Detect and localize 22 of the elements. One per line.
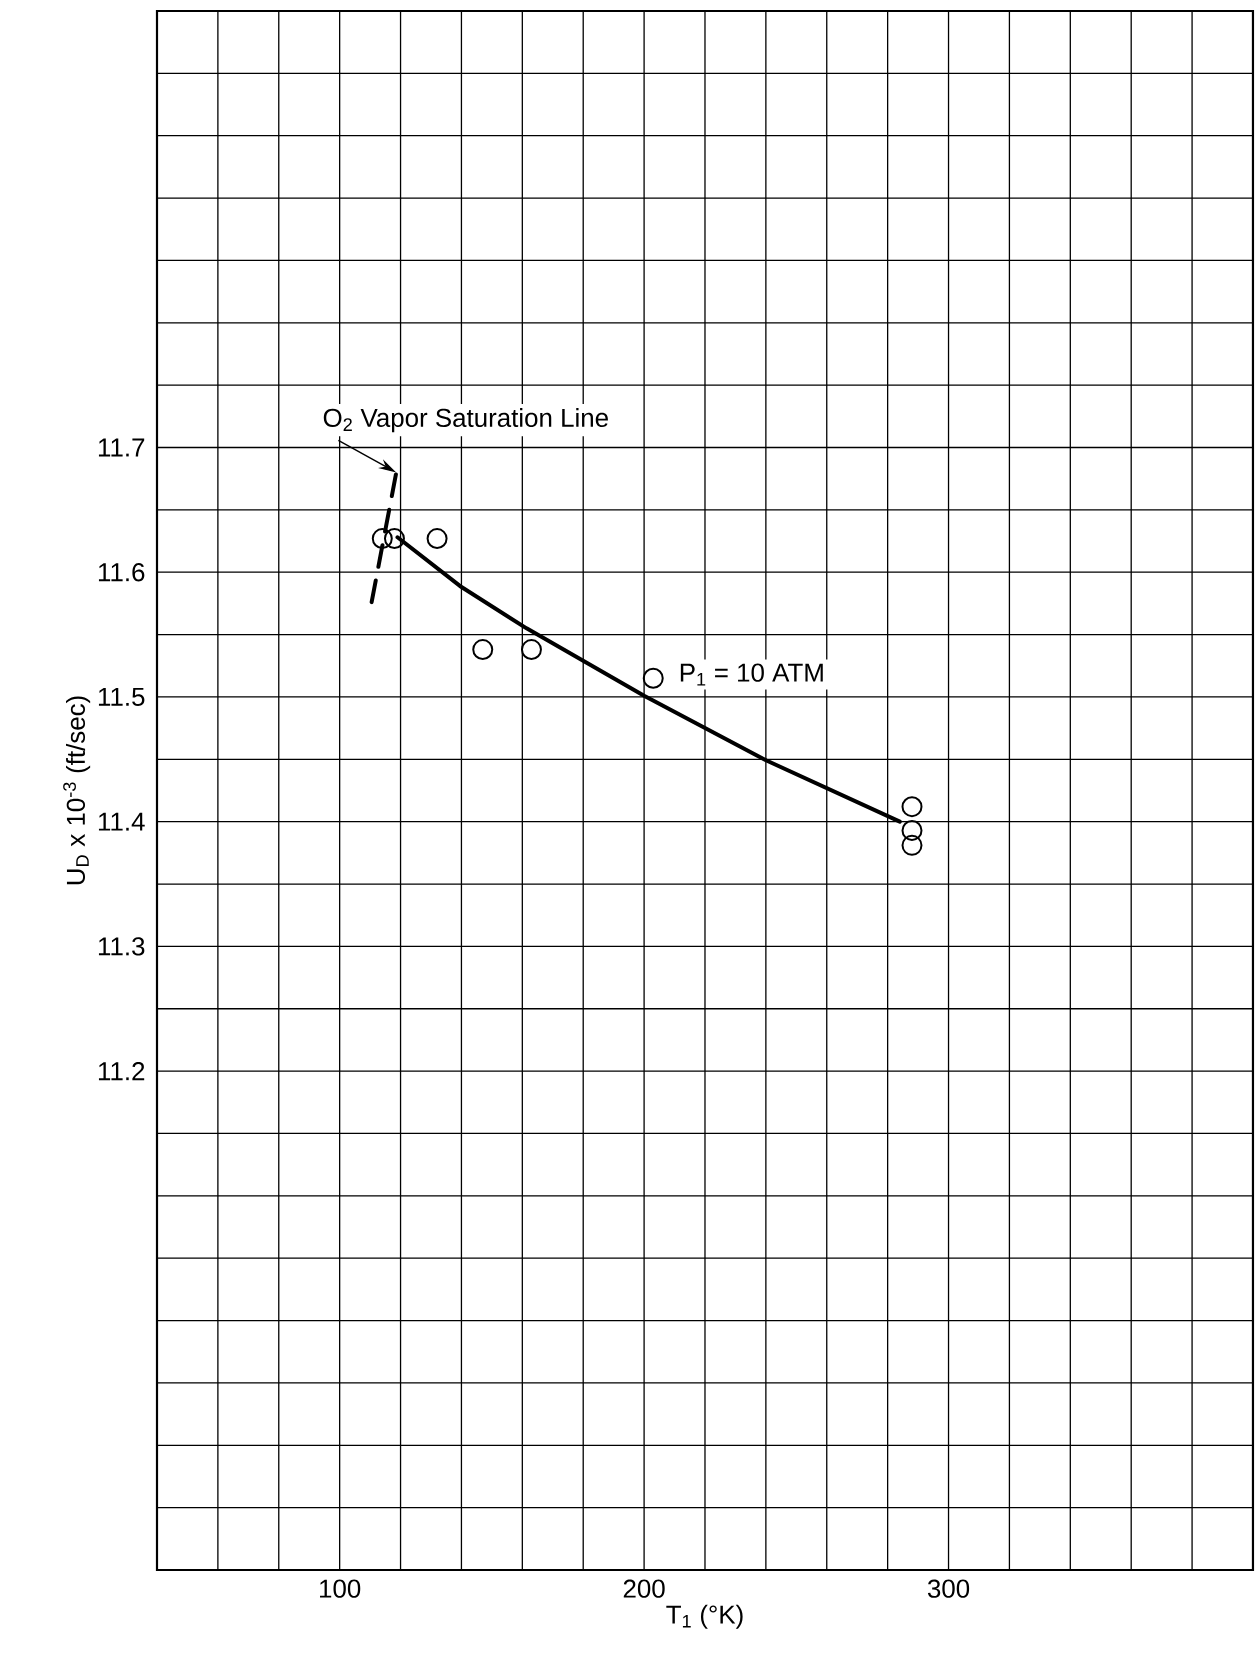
point bbox=[901, 796, 923, 818]
y-tick-label: 11.3 bbox=[98, 937, 145, 956]
y-tick-label: 11.5 bbox=[98, 687, 145, 706]
x-tick-label: 200 bbox=[623, 1579, 665, 1598]
point bbox=[901, 834, 923, 856]
x-axis-title: T$_{1}$ (°K) bbox=[666, 1604, 743, 1629]
y-tick-label: 11.2 bbox=[98, 1062, 145, 1081]
annotation: O$_{2}$ Vapor Saturation Line bbox=[323, 408, 608, 433]
annotation: P$_{1}$ = 10 ATM bbox=[680, 663, 823, 686]
y-tick-label: 11.6 bbox=[98, 563, 145, 582]
y-tick-label: 11.7 bbox=[98, 438, 145, 457]
point bbox=[472, 639, 494, 661]
point bbox=[520, 639, 542, 661]
point bbox=[383, 528, 405, 550]
x-tick-label: 300 bbox=[927, 1579, 970, 1598]
point bbox=[901, 819, 923, 841]
point bbox=[426, 528, 448, 550]
point bbox=[642, 667, 664, 689]
point bbox=[371, 528, 393, 550]
y-tick-label: 11.4 bbox=[98, 812, 145, 831]
y-axis-title: U$_{D}$ x 10$^{-3}$ (ft/sec) bbox=[63, 696, 91, 885]
x-tick-label: 100 bbox=[320, 1579, 361, 1598]
